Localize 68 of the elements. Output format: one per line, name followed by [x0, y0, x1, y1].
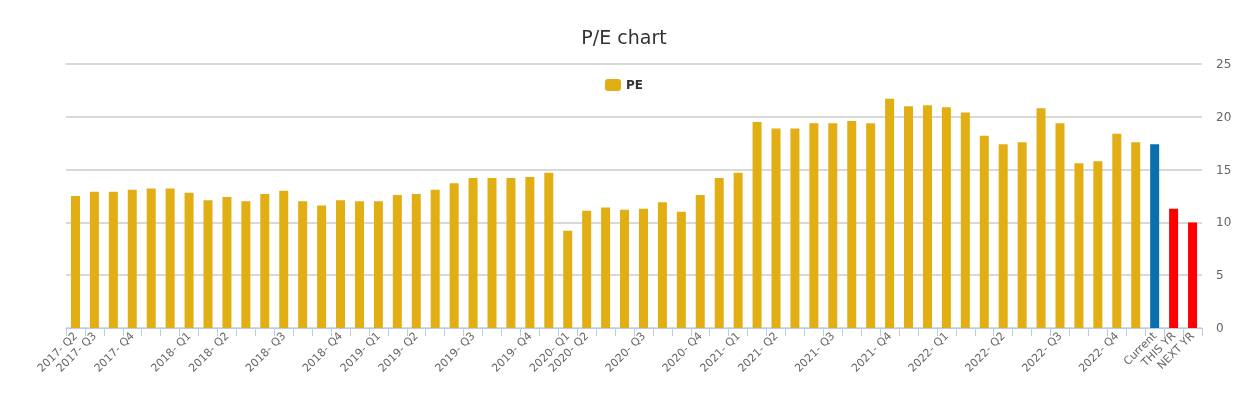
y-tick-label: 15: [1216, 162, 1232, 177]
chart-title: P/E chart: [581, 25, 667, 48]
bar: [260, 193, 270, 328]
bar: [1188, 222, 1198, 328]
bar: [1112, 133, 1122, 328]
bar: [430, 189, 440, 328]
bar: [1036, 108, 1046, 328]
bar: [847, 121, 857, 328]
y-tick-label: 0: [1216, 321, 1224, 335]
bar: [657, 202, 667, 328]
bar: [998, 144, 1008, 328]
bar: [392, 194, 402, 328]
y-tick-label: 25: [1216, 57, 1232, 71]
bar: [354, 201, 364, 328]
bar: [70, 196, 80, 328]
bar: [525, 176, 535, 328]
bar: [941, 107, 951, 328]
y-tick-label: 20: [1216, 109, 1232, 124]
bar: [222, 197, 232, 328]
bar: [108, 191, 118, 328]
y-tick-label: 10: [1216, 215, 1232, 230]
bar: [866, 123, 876, 328]
bar: [146, 188, 156, 328]
bar: [922, 105, 932, 328]
bar: [127, 189, 137, 328]
bar: [1093, 161, 1103, 328]
bar: [582, 210, 592, 328]
bar: [601, 207, 611, 328]
bar: [487, 178, 497, 328]
bar: [1169, 208, 1179, 328]
y-tick-label: 5: [1216, 268, 1224, 283]
bar: [790, 128, 800, 328]
bar: [1131, 142, 1141, 328]
bar: [809, 123, 819, 328]
bar: [714, 178, 724, 328]
bar: [544, 172, 554, 328]
bar: [695, 194, 705, 328]
bar: [184, 192, 194, 328]
bar: [885, 98, 895, 328]
bar: [373, 201, 383, 328]
bar: [1074, 163, 1084, 328]
bar: [89, 191, 99, 328]
bar: [411, 193, 421, 328]
bar: [279, 190, 289, 328]
bar: [1017, 142, 1027, 328]
bar: [563, 230, 573, 328]
bar: [506, 178, 516, 328]
bar: [752, 122, 762, 328]
bar: [620, 209, 630, 328]
bar: [317, 205, 327, 328]
bar: [979, 135, 989, 328]
bar: [468, 178, 478, 328]
bar: [904, 106, 914, 328]
bar: [336, 200, 346, 328]
bar: [298, 201, 308, 328]
bar: [241, 201, 251, 328]
bar: [771, 128, 781, 328]
legend-label: PE: [626, 78, 643, 92]
bar: [1150, 144, 1160, 328]
bar: [449, 183, 459, 328]
bar: [638, 208, 648, 328]
bar: [733, 172, 743, 328]
bar: [676, 211, 686, 328]
bar: [203, 200, 213, 328]
bar: [828, 123, 838, 328]
bar: [960, 112, 970, 328]
bar: [165, 188, 175, 328]
bar: [1055, 123, 1065, 328]
